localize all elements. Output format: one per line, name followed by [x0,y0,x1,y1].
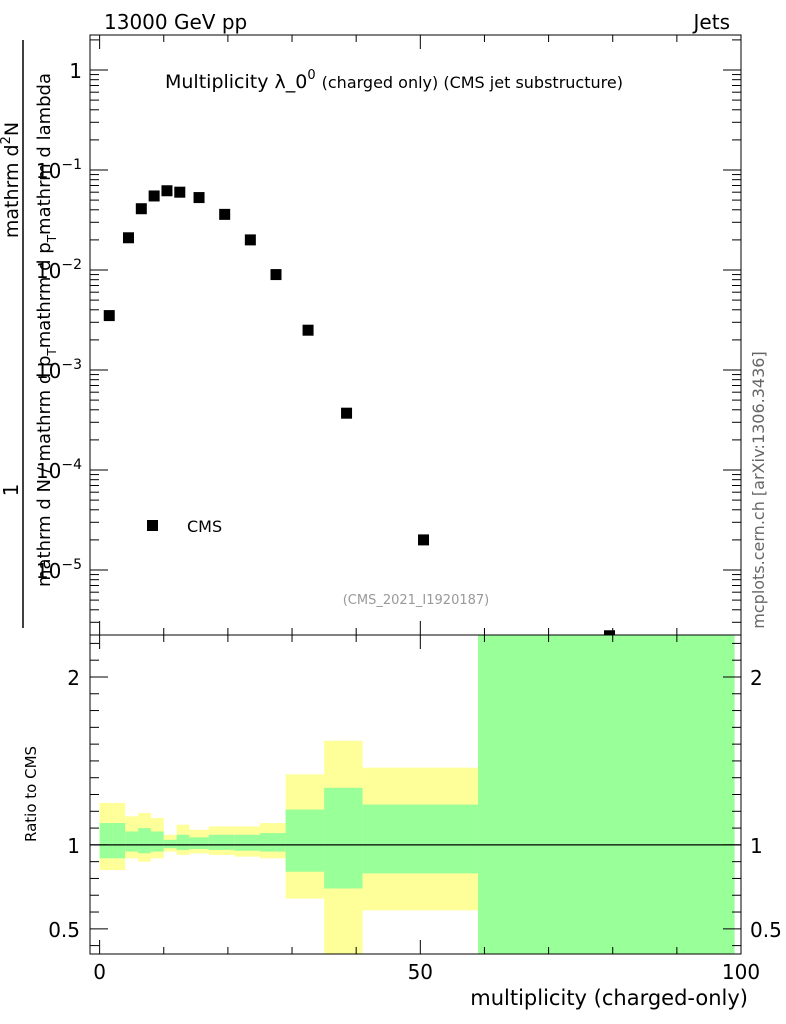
ratio-band-inner [478,635,735,954]
main-y-label-numerator: mathrm d2N [0,122,23,238]
ratio-y-tick-label-left: 2 [67,666,80,690]
legend-label: CMS [187,517,222,536]
side-label: mcplots.cern.ch [arXiv:1306.3436] [749,351,768,628]
main-y-tick-label: 10−1 [36,157,82,183]
main-y-label-one: 1 [0,484,23,497]
ratio-band-inner [259,833,286,852]
ratio-bands [99,635,735,954]
plot-subtitle: (charged only) (CMS jet substructure) [322,73,623,92]
header-process: Jets [692,10,730,34]
ratio-band-inner [189,837,209,850]
legend-marker [147,520,158,531]
ratio-plot: 0.5 0.5 1 1 2 2 0 50 100 Ratio to CMS multiplici… [22,634,782,1010]
data-point [219,208,231,220]
data-point [103,310,115,322]
ratio-y-tick-label-right: 2 [750,666,763,690]
ratio-band-inner [176,834,190,850]
x-tick-label: 100 [722,960,760,984]
ratio-band-inner [324,787,363,889]
data-point [122,232,134,244]
ratio-band-inner [285,809,325,872]
ratio-y-tick-label-right: 0.5 [750,918,782,942]
ratio-band-inner [138,828,151,854]
ratio-band-inner [99,823,113,859]
data-point [135,203,147,215]
x-axis-label: multiplicity (charged-only) [470,986,748,1010]
x-tick-label: 50 [408,960,433,984]
main-y-label-denominator: mathrm d N / mathrm d pTmathrm d pTmathr… [34,73,59,587]
x-tick-label: 0 [93,960,106,984]
ratio-tick-labels: 0.5 0.5 1 1 2 2 0 50 100 [48,666,782,984]
plot-title-sup: 0 [307,68,315,83]
plot-title-main: Multiplicity λ_0 [165,71,307,93]
data-point [341,407,353,419]
main-plot: 1 10−1 10−2 10−3 10−4 10−5 Multiplicity λ_00 (… [0,34,742,642]
main-x-ticks [99,35,742,635]
ratio-band-inner [150,831,164,852]
ratio-ticks [90,635,742,954]
ratio-band-inner [112,823,126,859]
ratio-band-inner [125,831,139,852]
data-point [148,190,160,202]
ratio-y-tick-label-left: 0.5 [48,918,80,942]
header-energy: 13000 GeV pp [104,10,247,34]
ratio-band-inner [208,834,235,850]
main-y-label: 1 mathrm d2N mathrm d N / mathrm d pTmat… [0,40,59,628]
ratio-y-tick-label-left: 1 [67,834,80,858]
main-y-tick-labels: 1 10−1 10−2 10−3 10−4 10−5 [36,59,82,583]
plot-title: Multiplicity λ_00 (charged only) (CMS jet… [165,68,623,93]
data-point [270,269,282,281]
data-point [161,185,173,197]
main-y-tick-label: 10−4 [36,457,82,483]
main-y-tick-label: 10−3 [36,357,82,383]
main-y-tick-label: 1 [69,59,82,83]
data-point [302,324,314,336]
main-plot-frame [89,34,742,636]
data-point [193,192,205,204]
ratio-band-inner [163,839,177,849]
ratio-y-label: Ratio to CMS [22,746,40,842]
main-y-ticks [90,39,741,623]
data-point [244,234,256,246]
ratio-band-inner [234,834,260,851]
main-y-tick-label: 10−5 [36,557,82,583]
data-point [418,534,430,546]
ratio-y-tick-label-right: 1 [750,834,763,858]
ratio-band-inner [362,804,479,874]
data-point [174,186,186,198]
analysis-id: (CMS_2021_I1920187) [343,593,490,608]
data-points [103,185,616,642]
main-y-tick-label: 10−2 [36,257,82,283]
